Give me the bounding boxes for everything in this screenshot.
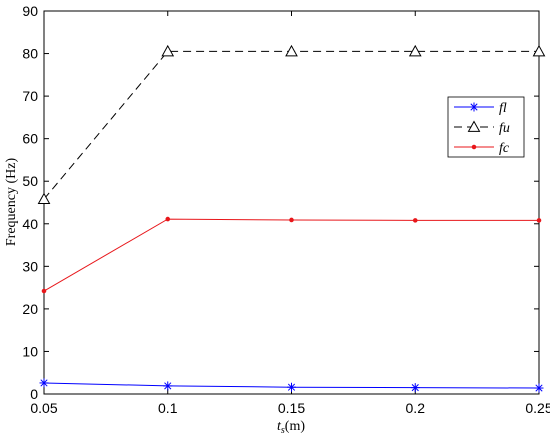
y-axis-ticks: 0 10 20 30 40 50 60 70 80 90 [22,3,539,402]
data-point-fl [534,383,544,393]
data-point-fc [165,216,171,222]
x-tick-label: 0.2 [406,400,426,416]
x-tick-label: 0.15 [278,400,305,416]
data-point-fc [412,218,418,223]
legend-entry-fu: fu [454,120,510,136]
x-axis-label-subscript: s [281,425,285,436]
x-tick-label: 0.1 [158,400,178,416]
data-point-fl [410,383,420,393]
y-tick-label: 90 [22,3,38,19]
data-point-fc [41,288,47,294]
y-axis-label: Frequency (Hz) [4,158,19,247]
series-fc [41,216,542,294]
data-point-fu [532,44,546,57]
x-axis-label-main: t [277,419,282,434]
x-axis-label: ts(m) [277,419,305,436]
x-tick-label: 0.05 [30,400,57,416]
legend-marker-fc [471,144,477,150]
y-tick-label: 60 [22,131,38,147]
series-layer [37,44,546,393]
legend-label-fu: fu [499,121,510,136]
plot-area [43,10,540,395]
x-axis-label-unit: (m) [285,419,306,434]
y-tick-label: 70 [22,88,38,104]
data-point-fl [163,381,173,391]
data-point-fc [536,218,542,223]
x-tick-label: 0.25 [525,400,550,416]
y-tick-label: 50 [22,173,38,189]
legend-entry-fl: fl [454,101,507,116]
data-point-fu [285,44,298,57]
data-point-fl [39,378,49,388]
legend-label-fl: fl [499,101,507,116]
data-point-fu [161,44,175,57]
data-point-fu [408,44,422,57]
y-tick-label: 30 [22,258,38,274]
data-point-fc [289,217,294,223]
y-tick-label: 40 [22,216,38,232]
legend: fl fu fc [447,96,525,158]
y-tick-label: 20 [22,301,38,317]
legend-label-fc: fc [499,141,510,156]
data-point-fl [287,382,296,392]
legend-marker-fl [469,102,479,112]
series-fl [39,378,544,393]
legend-marker-fu [467,120,481,132]
x-axis-ticks: 0.05 0.1 0.15 0.2 0.25 [30,11,550,416]
series-fu [37,44,546,204]
y-tick-label: 0 [30,386,38,402]
y-tick-label: 80 [22,46,38,62]
data-point-fu [37,192,51,204]
y-tick-label: 10 [22,343,38,359]
legend-entry-fc: fc [454,141,510,156]
